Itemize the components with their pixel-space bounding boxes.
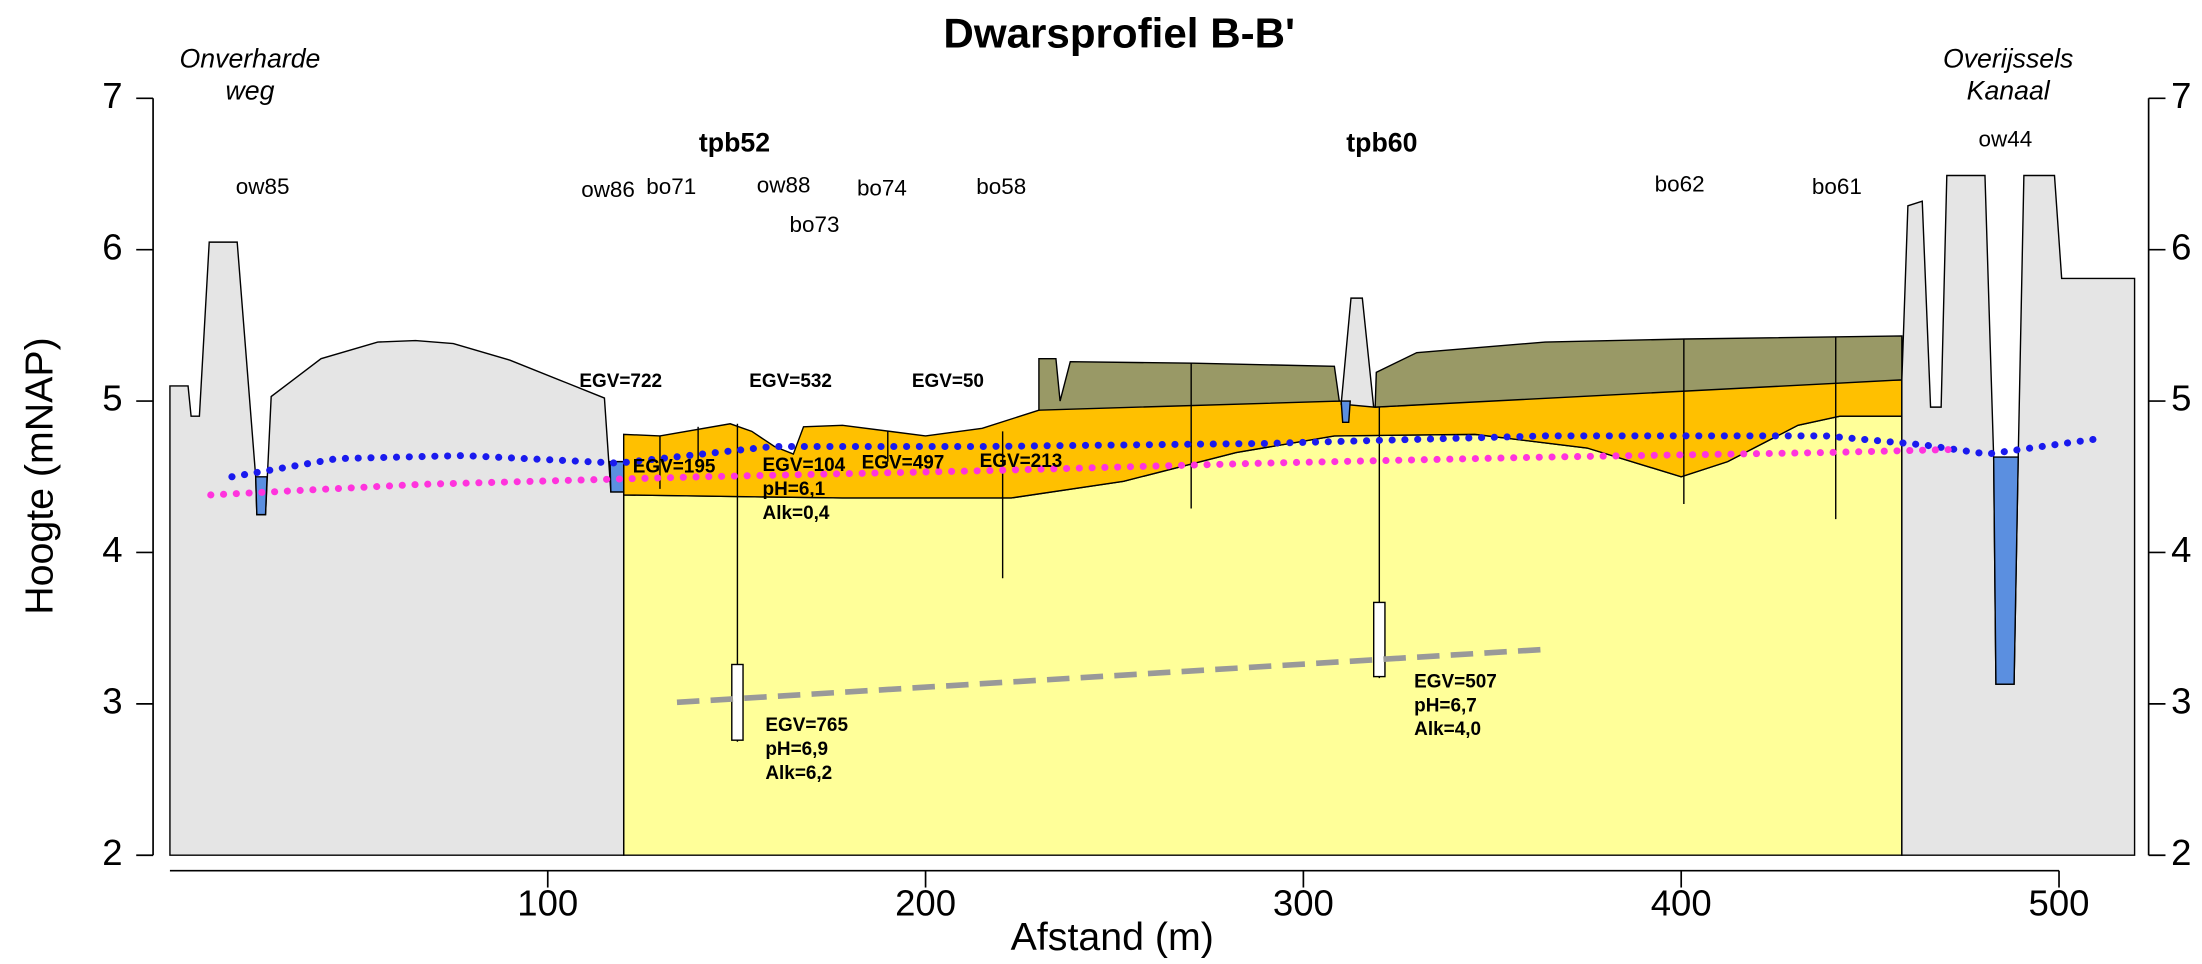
annotation: tpb52 bbox=[699, 128, 770, 158]
page: {"chart_data": { "type": "profile", "tit… bbox=[0, 0, 2202, 964]
chart: Dwarsprofiel B-B' Afstand (m) Hoogte (mN… bbox=[0, 0, 2202, 964]
y-tick-label: 2 bbox=[102, 832, 122, 873]
annotation: Alk=4,0 bbox=[1414, 719, 1481, 740]
annotation: tpb60 bbox=[1346, 128, 1417, 158]
x-axis-label: Afstand (m) bbox=[1011, 915, 1214, 959]
y2-tick-label: 6 bbox=[2171, 226, 2191, 267]
y2-tick-label: 4 bbox=[2171, 529, 2191, 570]
soil-layer bbox=[1994, 457, 2019, 684]
y2-tick-label: 2 bbox=[2171, 832, 2191, 873]
annotation: Kanaal bbox=[1967, 76, 2051, 106]
annotation: EGV=213 bbox=[980, 451, 1063, 472]
annotation: bo58 bbox=[976, 174, 1026, 199]
annotation: bo74 bbox=[857, 176, 907, 201]
y2-tick-label: 7 bbox=[2171, 75, 2191, 116]
annotation: pH=6,9 bbox=[765, 739, 828, 760]
annotation: EGV=765 bbox=[765, 715, 848, 736]
annotation: ow85 bbox=[236, 174, 290, 199]
soil-layer bbox=[1341, 401, 1350, 422]
y-tick-label: 7 bbox=[102, 75, 122, 116]
y-axis-label: Hoogte (mNAP) bbox=[18, 337, 62, 614]
y-tick-label: 4 bbox=[102, 529, 122, 570]
chart-title: Dwarsprofiel B-B' bbox=[943, 10, 1295, 57]
annotation: Onverharde bbox=[180, 43, 321, 73]
annotation: ow86 bbox=[581, 177, 635, 202]
annotation: bo73 bbox=[790, 212, 840, 237]
soil-layer bbox=[1341, 298, 1373, 407]
x-tick-label: 200 bbox=[895, 882, 956, 923]
annotation: bo62 bbox=[1655, 171, 1705, 196]
soil-layer bbox=[1039, 359, 1339, 410]
annotation: ow88 bbox=[757, 173, 811, 198]
x-tick-label: 300 bbox=[1273, 882, 1334, 923]
y-tick-label: 6 bbox=[102, 226, 122, 267]
well-filter bbox=[1374, 602, 1385, 676]
annotation: pH=6,7 bbox=[1414, 695, 1477, 716]
annotation: EGV=507 bbox=[1414, 672, 1497, 693]
annotation: ow44 bbox=[1979, 126, 2033, 151]
annotation: EGV=722 bbox=[579, 371, 662, 392]
annotation: weg bbox=[226, 76, 275, 106]
annotation: EGV=104 bbox=[763, 455, 846, 476]
x-tick-label: 400 bbox=[1651, 882, 1712, 923]
annotation: EGV=497 bbox=[862, 452, 945, 473]
annotation: EGV=532 bbox=[749, 371, 832, 392]
x-tick-label: 100 bbox=[517, 882, 578, 923]
y-tick-label: 5 bbox=[102, 378, 122, 419]
annotation: bo61 bbox=[1812, 174, 1862, 199]
y2-tick-label: 3 bbox=[2171, 680, 2191, 721]
soil-layer bbox=[1902, 176, 2135, 856]
y-tick-label: 3 bbox=[102, 680, 122, 721]
annotation: pH=6,1 bbox=[763, 479, 826, 500]
annotation: bo71 bbox=[646, 174, 696, 199]
x-tick-label: 500 bbox=[2029, 882, 2090, 923]
annotation: Alk=6,2 bbox=[765, 763, 832, 784]
annotation: Alk=0,4 bbox=[763, 503, 830, 524]
y2-tick-label: 5 bbox=[2171, 378, 2191, 419]
annotation: EGV=50 bbox=[912, 371, 984, 392]
well-filter bbox=[732, 664, 743, 740]
annotation: EGV=195 bbox=[633, 457, 716, 478]
soil-layer bbox=[170, 242, 624, 855]
annotation: Overijssels bbox=[1943, 43, 2073, 73]
